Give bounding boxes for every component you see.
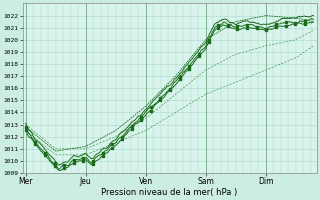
X-axis label: Pression niveau de la mer( hPa ): Pression niveau de la mer( hPa ): [101, 188, 238, 197]
